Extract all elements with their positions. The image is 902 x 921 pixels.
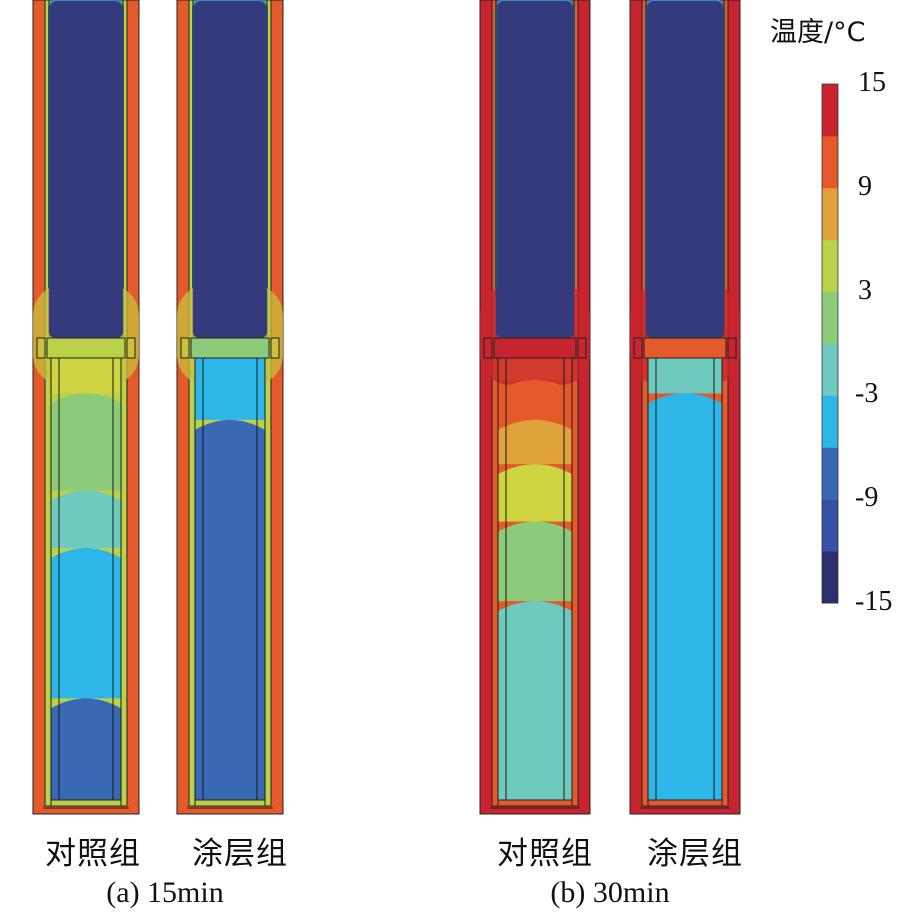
temperature-band: [498, 380, 572, 420]
tube-label: 涂层组: [192, 836, 288, 872]
colorbar-tick-label: -9: [855, 482, 879, 514]
plug-tab-right: [126, 337, 136, 359]
tube-plug: [643, 337, 727, 359]
colorbar-segment: [822, 239, 838, 293]
tube-base: [497, 799, 573, 807]
tube-base: [50, 799, 122, 807]
plug-tab-right: [577, 337, 587, 359]
tube-label: 涂层组: [647, 836, 743, 872]
panel-caption: (b) 30min: [550, 876, 670, 909]
colorbar-tick-label: 9: [858, 170, 872, 202]
temperature-band: [648, 393, 722, 800]
plug-tab-right: [270, 337, 280, 359]
colorbar: [821, 83, 839, 604]
temperature-band: [51, 490, 121, 549]
colorbar-segment: [822, 499, 838, 552]
colorbar-segment: [822, 395, 838, 448]
panel-caption: (a) 15min: [106, 876, 224, 909]
plug-tab-right: [727, 337, 737, 359]
temperature-band: [498, 419, 572, 465]
tube-plug: [493, 337, 577, 359]
colorbar-segment: [822, 187, 838, 241]
colorbar-title: 温度/°C: [770, 17, 866, 48]
tube-plug: [46, 337, 126, 359]
tube-b-control: [479, 0, 591, 815]
tube-a-control: [32, 0, 140, 815]
colorbar-segment: [822, 343, 838, 396]
tube-base: [194, 799, 266, 807]
tube-plug: [190, 337, 270, 359]
temperature-band: [51, 698, 121, 800]
tube-label: 对照组: [497, 836, 593, 872]
temperature-band: [195, 358, 265, 420]
colorbar-tick-label: 3: [858, 274, 872, 306]
tube-b-coated: [629, 0, 741, 815]
temperature-band: [648, 358, 722, 394]
temperature-band: [498, 464, 572, 522]
colorbar-frame: [821, 83, 839, 604]
colorbar-segment: [822, 291, 838, 344]
plug-tab-left: [180, 337, 190, 359]
ice-bottom: [646, 285, 724, 338]
ice-bottom: [496, 285, 574, 338]
tube-base: [647, 799, 723, 807]
temperature-band: [498, 601, 572, 800]
tube-label: 对照组: [45, 836, 141, 872]
temperature-band: [195, 419, 265, 800]
temperature-band: [51, 358, 121, 394]
colorbar-tick-label: -3: [855, 378, 879, 410]
plug-tab-left: [36, 337, 46, 359]
colorbar-tick-label: -15: [855, 586, 893, 617]
temperature-band: [51, 393, 121, 491]
plug-tab-left: [633, 337, 643, 359]
plug-tab-left: [483, 337, 493, 359]
tube-a-coated: [176, 0, 284, 815]
temperature-band: [498, 521, 572, 602]
colorbar-segment: [822, 135, 838, 189]
colorbar-segment: [822, 84, 838, 137]
ice-bottom: [193, 285, 267, 338]
ice-bottom: [49, 285, 123, 338]
temperature-band: [498, 358, 572, 381]
temperature-band: [51, 548, 121, 699]
colorbar-segment: [822, 551, 838, 604]
colorbar-segment: [822, 447, 838, 500]
colorbar-tick-label: 15: [858, 67, 886, 98]
